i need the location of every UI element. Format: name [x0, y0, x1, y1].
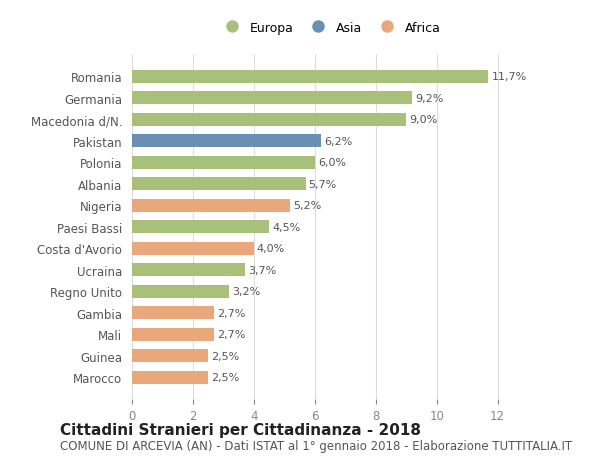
Text: 4,5%: 4,5%	[272, 222, 301, 232]
Text: 2,5%: 2,5%	[211, 372, 239, 382]
Bar	[132, 157, 315, 169]
Text: 5,7%: 5,7%	[308, 179, 337, 189]
Text: 2,5%: 2,5%	[211, 351, 239, 361]
Text: 11,7%: 11,7%	[491, 72, 527, 82]
Text: 3,7%: 3,7%	[248, 265, 276, 275]
Text: 9,2%: 9,2%	[415, 94, 443, 104]
Bar	[132, 371, 208, 384]
Text: 3,2%: 3,2%	[233, 286, 261, 297]
Bar	[132, 135, 321, 148]
Bar	[132, 199, 290, 212]
Text: 5,2%: 5,2%	[293, 201, 322, 211]
Bar	[132, 178, 305, 191]
Bar	[132, 221, 269, 234]
Bar	[132, 242, 254, 255]
Bar	[132, 71, 488, 84]
Bar	[132, 92, 412, 105]
Bar	[132, 285, 229, 298]
Bar	[132, 307, 214, 319]
Text: 2,7%: 2,7%	[217, 330, 245, 339]
Bar	[132, 328, 214, 341]
Legend: Europa, Asia, Africa: Europa, Asia, Africa	[215, 17, 445, 39]
Text: 4,0%: 4,0%	[257, 244, 285, 254]
Text: Cittadini Stranieri per Cittadinanza - 2018: Cittadini Stranieri per Cittadinanza - 2…	[60, 422, 421, 437]
Text: 6,2%: 6,2%	[324, 136, 352, 146]
Text: 2,7%: 2,7%	[217, 308, 245, 318]
Text: 9,0%: 9,0%	[409, 115, 437, 125]
Text: COMUNE DI ARCEVIA (AN) - Dati ISTAT al 1° gennaio 2018 - Elaborazione TUTTITALIA: COMUNE DI ARCEVIA (AN) - Dati ISTAT al 1…	[60, 439, 572, 452]
Text: 6,0%: 6,0%	[318, 158, 346, 168]
Bar	[132, 349, 208, 362]
Bar	[132, 113, 406, 127]
Bar	[132, 263, 245, 276]
